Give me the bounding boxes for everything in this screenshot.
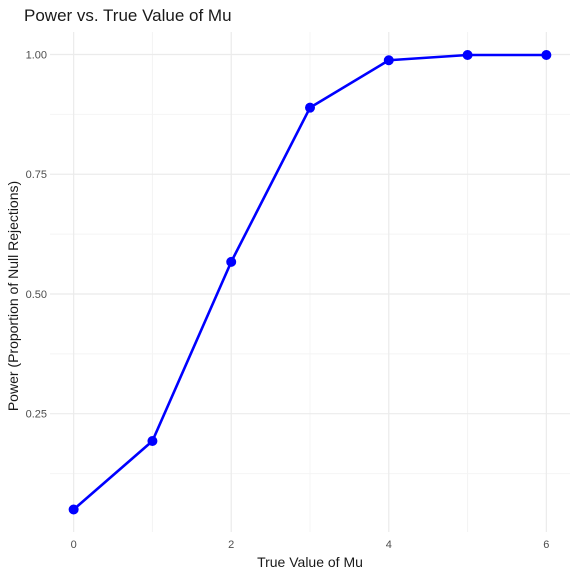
data-point — [383, 55, 394, 66]
grid-minor — [50, 32, 570, 532]
x-tick-label: 0 — [71, 539, 77, 551]
data-point — [462, 49, 473, 60]
x-axis-label: True Value of Mu — [257, 554, 363, 570]
data-point — [68, 504, 79, 515]
x-tick-label: 2 — [228, 539, 234, 551]
data-point — [226, 256, 237, 267]
x-tick-labels: 0 2 4 6 — [71, 539, 550, 551]
grid-major — [50, 32, 570, 532]
y-tick-label: 0.50 — [26, 289, 47, 301]
y-tick-labels: 0.25 0.50 0.75 1.00 — [26, 50, 47, 421]
data-point — [147, 436, 158, 447]
x-tick-label: 4 — [386, 539, 392, 551]
y-tick-label: 0.25 — [26, 409, 47, 421]
series-layer — [68, 49, 552, 515]
x-tick-label: 6 — [543, 539, 549, 551]
y-axis-label: Power (Proportion of Null Rejections) — [5, 181, 21, 411]
data-point — [541, 49, 552, 60]
y-tick-label: 0.75 — [26, 169, 47, 181]
y-tick-label: 1.00 — [26, 50, 47, 62]
data-point — [305, 102, 315, 113]
chart-title: Power vs. True Value of Mu — [24, 6, 232, 25]
